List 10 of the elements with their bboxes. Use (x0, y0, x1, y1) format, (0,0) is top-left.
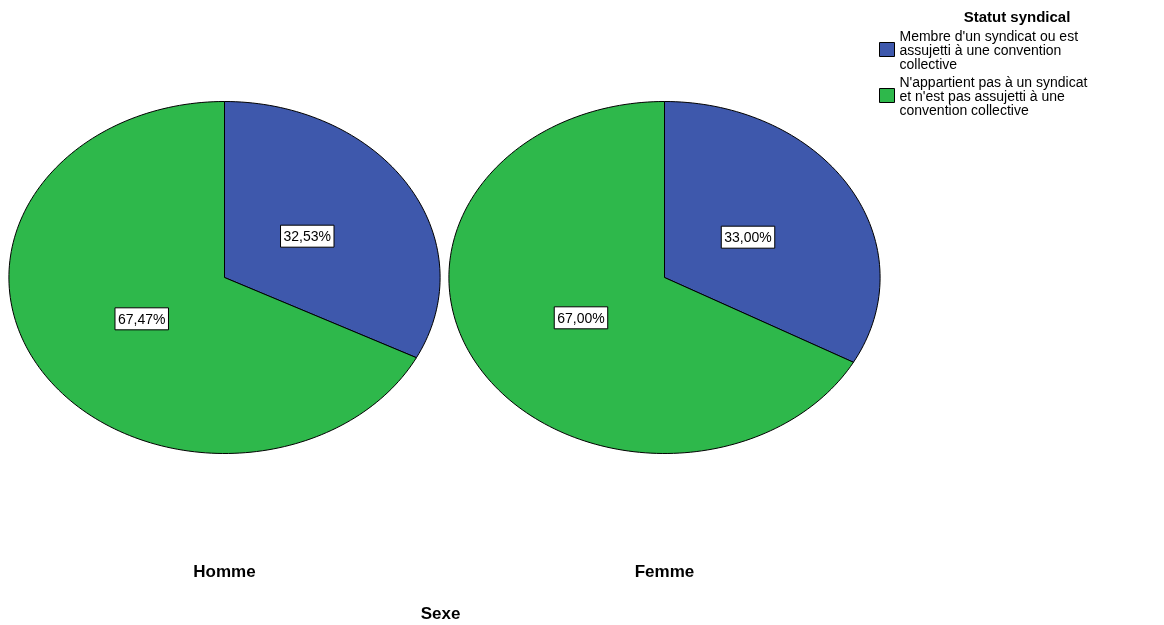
data-label: 32,53% (283, 228, 332, 245)
slice-label: Femme (634, 562, 695, 581)
legend-label: Membre d'un syndicat ou est assujetti à une convention collective (899, 27, 1079, 72)
legend-title: Statut syndical (963, 8, 1071, 25)
data-label: 67,47% (117, 310, 166, 327)
slice-label: Homme (193, 562, 256, 581)
data-label: 33,00% (724, 229, 772, 246)
legend-label: N'appartient pas à un syndicat et n'est pas assujetti à une convention collective (899, 73, 1088, 118)
text: Sexe (420, 604, 461, 623)
data-label: 67,00% (557, 309, 605, 326)
